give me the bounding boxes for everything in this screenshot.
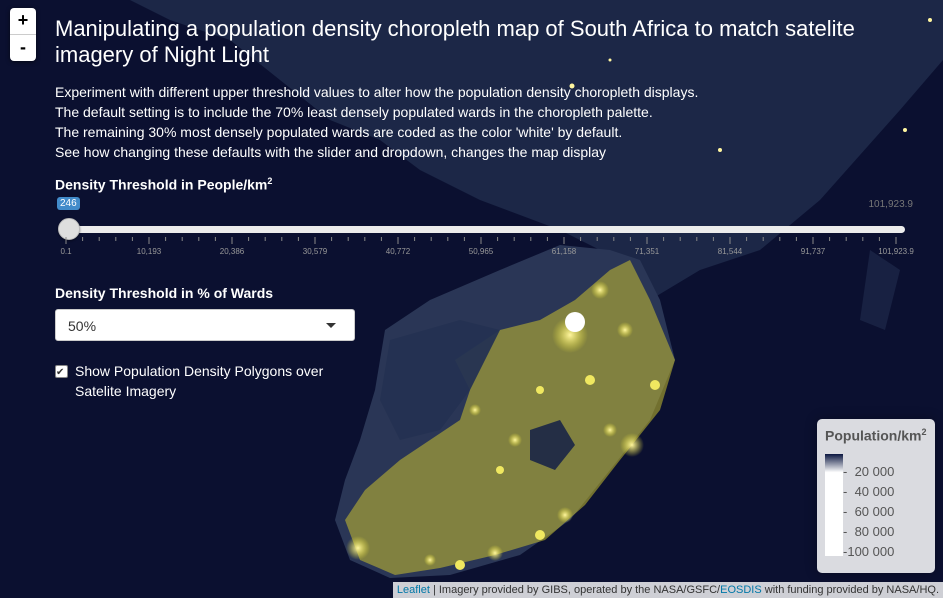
africa-landmass — [130, 0, 943, 300]
slider-tick-label: 50,965 — [468, 246, 494, 256]
map-attribution: Leaflet | Imagery provided by GIBS, oper… — [392, 582, 943, 598]
legend-tick: - 40 000 — [843, 484, 895, 499]
control-panel: Manipulating a population density chorop… — [55, 14, 935, 401]
city-nelspruit — [617, 322, 633, 338]
legend-tick: -100 000 — [843, 544, 895, 559]
eosdis-link[interactable]: EOSDIS — [720, 584, 762, 596]
slider-tick-label: 101,923.9 — [878, 246, 914, 256]
zoom-out-button[interactable]: - — [10, 34, 36, 61]
chevron-down-icon — [326, 322, 336, 328]
south-africa-density — [345, 260, 675, 575]
city-coast-1 — [455, 560, 465, 570]
density-threshold-slider[interactable]: 246 101,923.9 0.1 10,193 20,386 30,579 40,77… — [55, 193, 915, 273]
slider-tick-label: 20,386 — [219, 246, 245, 256]
description-line: Experiment with different upper threshol… — [55, 84, 699, 100]
slider-tick-label: 0.1 — [60, 246, 72, 256]
leaflet-link[interactable]: Leaflet — [396, 584, 430, 596]
legend: Population/km2 - 20 000 - 40 000 - 60 00… — [817, 419, 935, 573]
legend-tick: - 80 000 — [843, 524, 895, 539]
checkbox-label: Show Population Density Polygons over Sa… — [75, 362, 324, 399]
slider-handle[interactable] — [58, 217, 80, 240]
city-polokwane — [591, 281, 609, 299]
namibia-botswana-dark — [380, 320, 500, 440]
city-port-elizabeth — [487, 545, 503, 561]
slider-tick-label: 91,737 — [800, 246, 826, 256]
slider-label: Density Threshold in People/km2 — [55, 176, 935, 193]
light-dot — [718, 148, 722, 152]
lesotho-dark — [530, 420, 575, 470]
description-line: See how changing these defaults with the… — [55, 144, 607, 160]
city-coast-3 — [650, 380, 660, 390]
legend-title: Population/km2 — [825, 427, 926, 444]
slider-tick-label: 71,351 — [634, 246, 660, 256]
description-line: The remaining 30% most densely populated… — [55, 124, 623, 140]
description: Experiment with different upper threshol… — [55, 82, 935, 162]
legend-tick: - 20 000 — [843, 464, 895, 479]
light-dot — [569, 83, 575, 89]
legend-color-bar — [825, 454, 843, 556]
city-coast-2 — [535, 530, 545, 540]
city-capetown — [346, 536, 370, 560]
light-dot — [928, 18, 932, 22]
city-east-london — [557, 507, 573, 523]
legend-title-sup: 2 — [921, 427, 927, 437]
city-pmb — [603, 423, 617, 437]
slider-max-value: 101,923.9 — [868, 198, 914, 210]
slider-track[interactable] — [60, 225, 905, 233]
legend-tick-label: 20 000 — [854, 464, 895, 479]
slider-ticks — [65, 236, 897, 244]
light-dot — [903, 128, 907, 132]
slider-tick-label: 10,193 — [136, 246, 162, 256]
city-inland-3 — [496, 466, 504, 474]
attribution-text: | Imagery provided by GIBS, operated by … — [429, 584, 721, 596]
attribution-text: with funding provided by NASA/HQ. — [761, 584, 939, 596]
show-polygons-checkbox-row[interactable]: Show Population Density Polygons over Sa… — [55, 361, 355, 401]
city-george — [424, 554, 436, 566]
legend-tick-label: 60 000 — [854, 504, 895, 519]
light-dot — [608, 58, 612, 62]
legend-tick-label: 40 000 — [854, 484, 895, 499]
slider-current-value: 246 — [57, 196, 80, 210]
city-durban — [620, 433, 644, 457]
description-line: The default setting is to include the 70… — [55, 104, 653, 120]
page-title: Manipulating a population density chorop… — [55, 16, 855, 67]
city-inland-2 — [585, 375, 595, 385]
city-pretoria — [565, 312, 585, 332]
ward-percent-dropdown[interactable]: 50% — [55, 308, 355, 341]
slider-label-text: Density Threshold in People/km — [55, 176, 268, 193]
madagascar-landmass — [860, 250, 900, 330]
slider-label-sup: 2 — [267, 176, 273, 186]
slider-tick-label: 40,772 — [385, 246, 411, 256]
dropdown-label: Density Threshold in % of Wards — [55, 284, 274, 301]
city-kimberley — [469, 404, 481, 416]
legend-tick-label: 100 000 — [847, 544, 895, 559]
legend-tick: - 60 000 — [843, 504, 895, 519]
dropdown-selected-value: 50% — [68, 317, 97, 334]
slider-tick-label: 30,579 — [302, 246, 328, 256]
slider-tick-label: 81,544 — [717, 246, 743, 256]
city-inland-1 — [536, 386, 544, 394]
city-bloemfontein — [508, 433, 522, 447]
zoom-control: + - — [10, 8, 36, 61]
legend-title-text: Population/km — [825, 427, 922, 444]
legend-tick-label: 80 000 — [854, 524, 895, 539]
show-polygons-checkbox[interactable] — [55, 363, 68, 383]
slider-tick-label: 61,158 — [551, 246, 577, 256]
zoom-in-button[interactable]: + — [17, 10, 29, 30]
